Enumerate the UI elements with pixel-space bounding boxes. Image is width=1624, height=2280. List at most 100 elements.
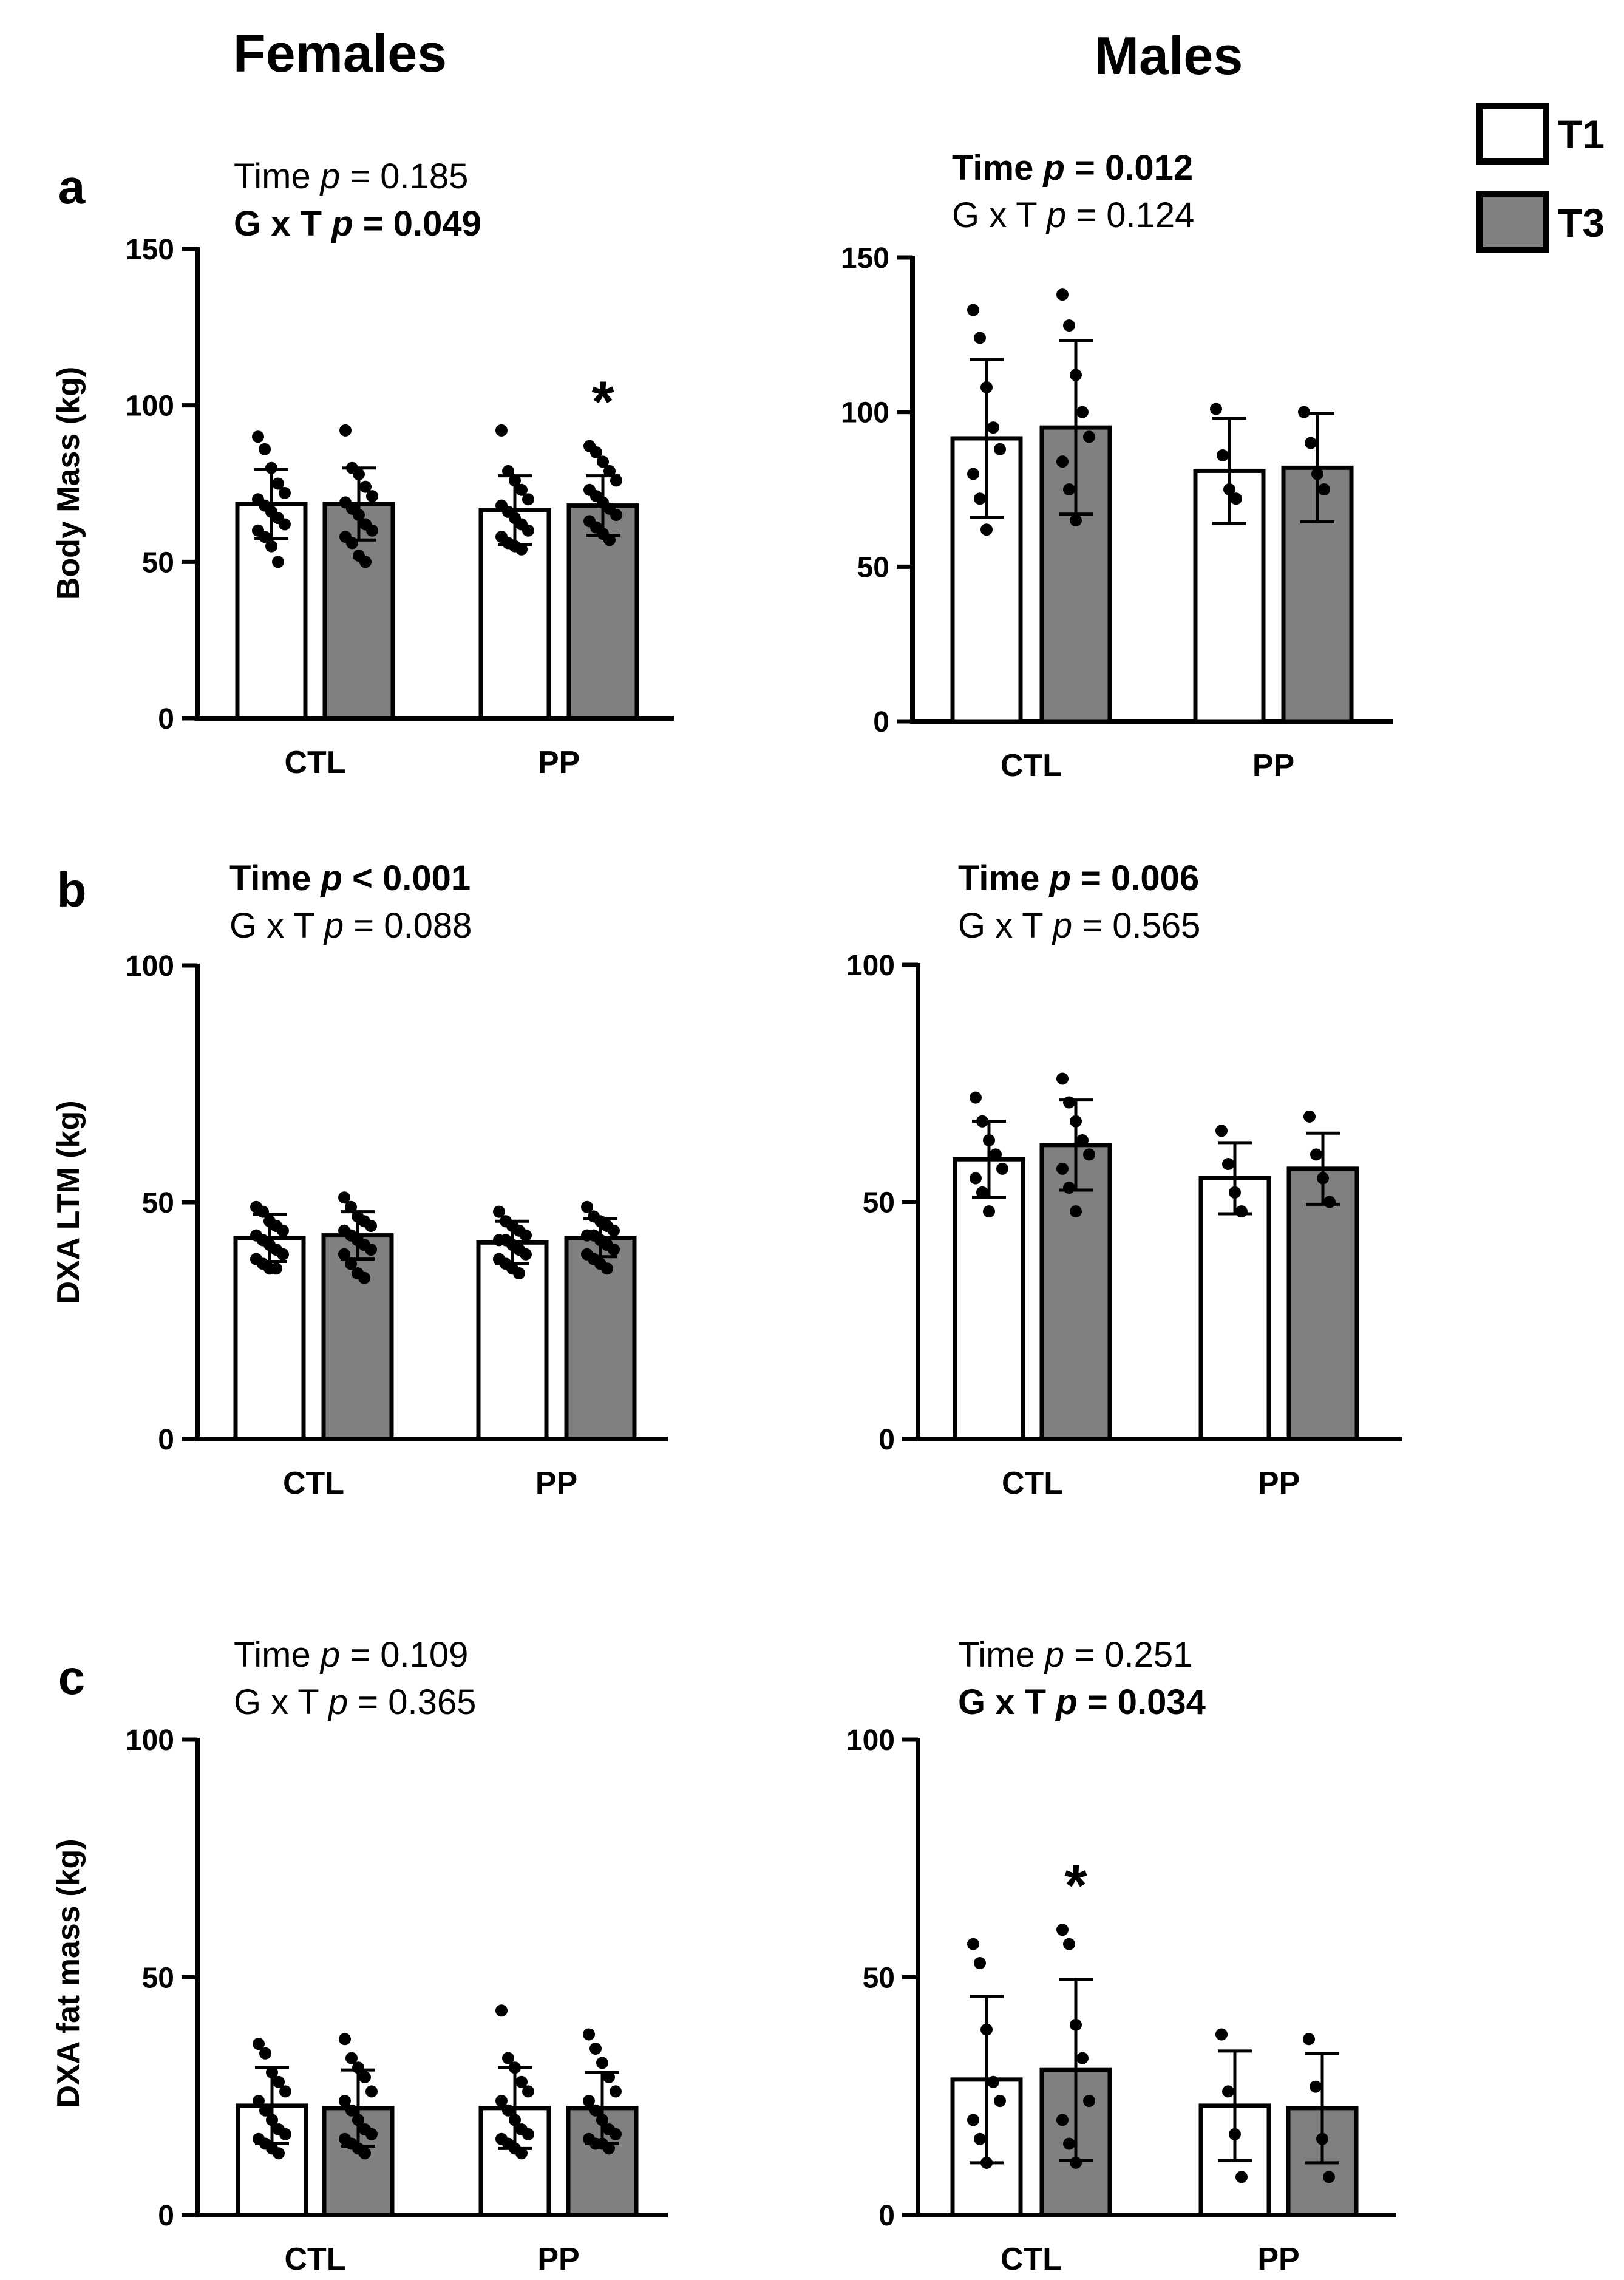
stat-value: < [352, 859, 373, 898]
category-label: PP [1252, 748, 1294, 783]
panels: a Body Mass (kg) Time p = 0.185 G x T p = 0… [51, 148, 1402, 2277]
stat-value: 0.006 [1111, 859, 1199, 898]
data-point [980, 2023, 993, 2036]
data-point [502, 2104, 514, 2117]
y-tick-label: 100 [126, 390, 174, 423]
data-point [353, 509, 365, 522]
stat-symbol [1102, 906, 1112, 945]
stat-symbol [353, 204, 363, 243]
data-point [1222, 2085, 1234, 2098]
y-tick-label: 0 [878, 2200, 895, 2232]
data-point [522, 2128, 534, 2140]
data-point [493, 1205, 505, 1218]
stat-symbol: p [1055, 1683, 1077, 1722]
data-point [974, 492, 986, 505]
stat-value: Time [958, 1635, 1035, 1675]
stat-symbol [1039, 859, 1049, 898]
data-point [970, 1091, 982, 1104]
legend-swatch-t1 [1476, 103, 1549, 165]
stat-value: = [350, 1635, 370, 1675]
data-point [515, 2147, 528, 2160]
data-point [277, 1248, 289, 1261]
stat-line: G x T p = 0.565 [958, 906, 1200, 945]
data-point [358, 1271, 370, 1284]
data-point [1070, 369, 1082, 381]
data-point [583, 2028, 595, 2041]
data-point [1083, 2095, 1095, 2108]
data-point [1056, 2114, 1069, 2126]
legend: T1 T3 [1476, 103, 1605, 253]
stat-symbol [1064, 1635, 1074, 1675]
data-point [603, 465, 616, 477]
data-point [596, 2114, 608, 2126]
stat-value: = [1081, 859, 1101, 898]
data-point [1230, 492, 1242, 505]
data-point [1063, 1182, 1075, 1194]
stat-symbol: p [1048, 859, 1070, 898]
stat-symbol [348, 1683, 358, 1722]
data-point [601, 1262, 613, 1275]
data-point [365, 1244, 377, 1256]
legend-label-t1: T1 [1558, 112, 1605, 157]
stat-symbol [1035, 1635, 1045, 1675]
y-tick-label: 0 [158, 2200, 174, 2232]
stat-symbol: p [1045, 196, 1066, 235]
data-point [273, 2075, 285, 2088]
chart-panel-3: b DXA LTM (kg) Time p < 0.001 G x T p = 0.0… [51, 859, 668, 1501]
panel-letter: c [58, 1650, 86, 1704]
data-point [338, 1248, 350, 1261]
data-point [365, 2128, 378, 2140]
data-point [359, 480, 372, 493]
data-point [583, 2095, 595, 2108]
data-point [1056, 1924, 1069, 1936]
stat-symbol [1108, 1683, 1118, 1722]
data-point [273, 2147, 285, 2160]
stat-value: = [358, 1683, 378, 1722]
data-point [265, 461, 277, 474]
data-point [252, 430, 264, 443]
data-point [1305, 437, 1317, 449]
data-point [980, 381, 993, 393]
data-point [970, 1172, 982, 1185]
data-point [1083, 430, 1095, 443]
stat-symbol: p [323, 906, 344, 945]
stat-value: 0.049 [393, 204, 481, 243]
data-point [596, 2057, 608, 2069]
data-point [1229, 1186, 1241, 1199]
data-point [1303, 2033, 1315, 2046]
stat-value: G x T [958, 906, 1043, 945]
bar-ctl-t1 [953, 1157, 1025, 1441]
data-point [983, 1205, 995, 1218]
data-point [983, 1134, 995, 1146]
data-point [1223, 483, 1235, 495]
y-tick-label: 100 [846, 1724, 895, 1757]
data-point [339, 2033, 351, 2046]
stat-line: G x T p = 0.365 [234, 1683, 476, 1722]
data-point [967, 1938, 979, 1950]
data-point [338, 1191, 350, 1204]
category-label: CTL [1002, 1466, 1063, 1501]
data-point [1217, 449, 1229, 461]
data-point [1303, 1110, 1316, 1123]
category-label: CTL [1001, 2242, 1062, 2277]
data-point [610, 2085, 622, 2098]
data-point [589, 2042, 602, 2055]
y-tick-label: 50 [863, 1187, 895, 1219]
stat-symbol [340, 1635, 350, 1675]
data-point [502, 2052, 514, 2064]
data-point [597, 455, 609, 468]
data-point [610, 509, 622, 522]
stat-symbol [322, 204, 331, 243]
data-point [259, 2047, 271, 2060]
stat-value: 0.001 [382, 859, 471, 898]
stat-line: Time p = 0.251 [958, 1635, 1192, 1675]
category-label: PP [537, 2242, 579, 2277]
stat-value: 0.124 [1106, 196, 1194, 235]
stat-symbol [1078, 1683, 1087, 1722]
data-point [1222, 1158, 1234, 1171]
data-point [610, 474, 622, 487]
stat-symbol [1101, 859, 1111, 898]
data-point [608, 1224, 620, 1237]
stat-value: 0.251 [1104, 1635, 1192, 1675]
data-point [365, 2085, 378, 2098]
